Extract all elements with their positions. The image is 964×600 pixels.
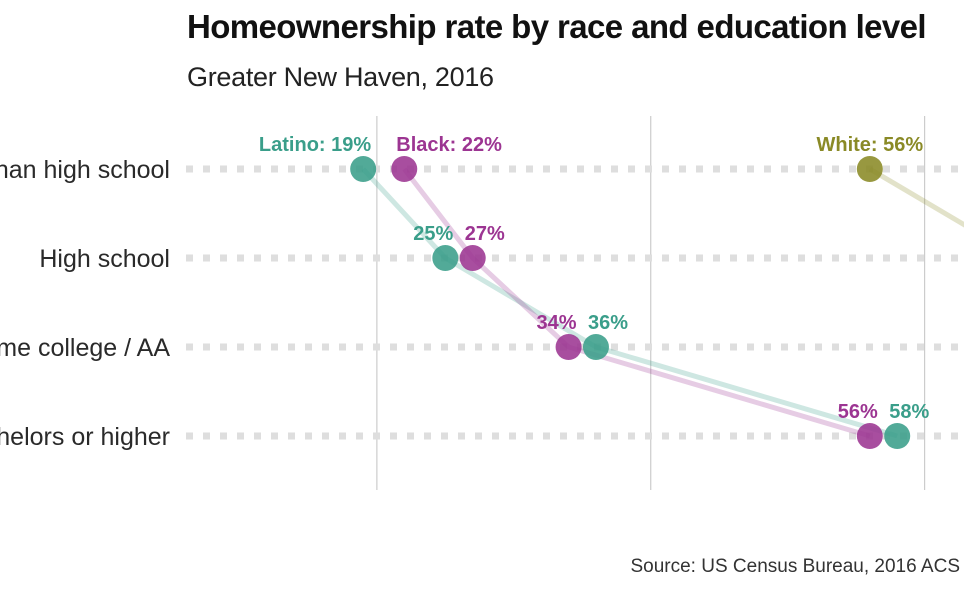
data-point-latino [582, 334, 609, 360]
data-point-latino [432, 245, 459, 271]
data-label: White: 56% [816, 134, 923, 156]
series-line-latino [361, 167, 898, 439]
category-label: Some college / AA [0, 334, 170, 362]
data-point-latino [350, 156, 377, 182]
data-point-black [459, 245, 486, 271]
category-label: High school [39, 245, 170, 273]
data-label: Latino: 19% [259, 134, 371, 156]
data-label: 58% [889, 401, 929, 423]
category-label: Less than high school [0, 156, 170, 184]
data-point-black [856, 423, 883, 449]
category-label: Bachelors or higher [0, 423, 170, 451]
chart-title: Homeownership rate by race and education… [187, 8, 927, 45]
data-label: 36% [588, 312, 628, 334]
data-label: 25% [413, 223, 453, 245]
data-label: Black: 22% [396, 134, 502, 156]
data-point-black [555, 334, 582, 360]
series-line-black [402, 167, 871, 439]
data-point-black [391, 156, 418, 182]
data-label: 27% [465, 223, 505, 245]
data-point-white [856, 156, 883, 182]
data-label: 56% [838, 401, 878, 423]
chart-subtitle: Greater New Haven, 2016 [187, 62, 494, 92]
series-line-white [868, 166, 964, 228]
data-point-latino [884, 423, 911, 449]
data-label: 34% [537, 312, 577, 334]
chart-caption: Source: US Census Bureau, 2016 ACS [630, 556, 960, 577]
